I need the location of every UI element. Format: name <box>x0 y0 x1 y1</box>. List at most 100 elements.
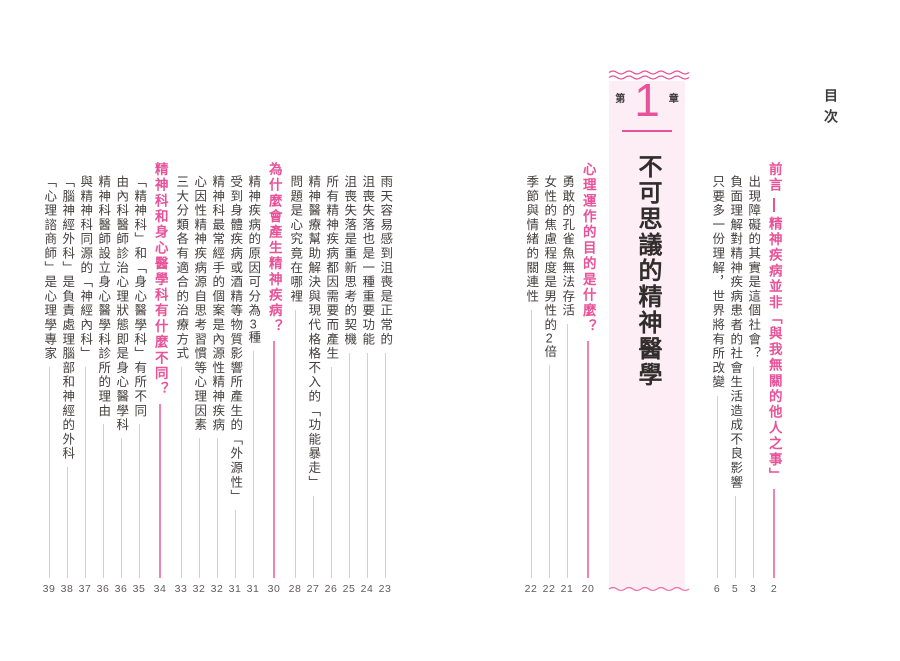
toc-group-chapter1-opening: 心理運作的目的是什麼？ 20 勇敢的孔雀魚無法存活 21 女性的焦慮程度是男性的2倍 22… <box>522 162 600 595</box>
toc-entry: 沮喪失落是重新思考的契機 25 <box>340 162 358 595</box>
leader-line <box>566 324 568 578</box>
leader-line <box>773 489 775 578</box>
chapter-1-box: 第 1 章 不可思議的精神醫學 <box>608 70 690 592</box>
page-number: 24 <box>360 583 374 595</box>
upright-digit: 2 <box>545 332 553 345</box>
toc-entry: 精神科最常經手的個案是內源性精神疾病 32 <box>208 162 226 595</box>
wavy-border-top-icon <box>608 70 690 80</box>
toc-entry-text: 精神醫療幫助解決與現代格格不入的「功能暴走」 <box>306 175 321 490</box>
leader-line <box>159 403 161 578</box>
leader-line <box>587 340 589 578</box>
page-number: 28 <box>288 583 302 595</box>
leader-line <box>348 352 350 578</box>
leader-line <box>84 366 86 578</box>
toc-entry-text: 心因性精神疾病源自思考習慣等心理因素 <box>192 175 207 433</box>
page-number: 25 <box>342 583 356 595</box>
chapter-number-row: 第 1 章 <box>609 73 685 126</box>
toc-entry-text: 沮喪失落也是一種重要功能 <box>360 175 375 347</box>
toc-entry-text: 受到身體疾病或酒精等物質影響所產生的「外源性」 <box>228 175 243 504</box>
page-number: 23 <box>378 583 392 595</box>
toc-entry: 負面理解對精神疾病患者的社會生活造成不良影響 5 <box>726 162 744 595</box>
toc-entry-text: 精神科醫師設立身心醫學科診所的理由 <box>96 175 111 419</box>
toc-entry: 「腦神經外科」是負責處理腦部和神經的外科 38 <box>58 162 76 595</box>
toc-entry: 與精神科同源的「神經內科」 37 <box>76 162 94 595</box>
leader-line <box>530 309 532 578</box>
toc-entry: 勇敢的孔雀魚無法存活 21 <box>558 162 576 595</box>
chapter-title-wrap: 不可思議的精神醫學 <box>609 154 685 388</box>
toc-entry: 所有精神疾病都因需要而產生 26 <box>322 162 340 595</box>
page-number: 20 <box>581 583 595 595</box>
leader-line <box>330 366 332 578</box>
page-number: 31 <box>246 583 260 595</box>
leader-line <box>198 438 200 578</box>
chapter-prefix: 第 <box>615 94 626 105</box>
toc-entry: 沮喪失落也是一種重要功能 24 <box>358 162 376 595</box>
leader-line <box>752 366 754 578</box>
toc-entry-text: 「精神科」和「身心醫學科」有所不同 <box>132 175 147 419</box>
leader-line <box>138 424 140 578</box>
page-number: 38 <box>60 583 74 595</box>
leader-line <box>548 365 550 578</box>
leader-line <box>120 438 122 578</box>
toc-entry-text: 只要多一份理解，世界將有所改變 <box>710 175 725 390</box>
page-number: 22 <box>524 583 538 595</box>
toc-entry-text: 精神疾病的原因可分為3種 <box>246 175 261 345</box>
toc-entry-text: 「腦神經外科」是負責處理腦部和神經的外科 <box>60 175 75 461</box>
toc-entry-text: 雨天容易感到沮喪是正常的 <box>378 175 393 347</box>
toc-entry-text: 女性的焦慮程度是男性的2倍 <box>542 175 557 360</box>
toc-entry-text: 負面理解對精神疾病患者的社會生活造成不良影響 <box>728 175 743 490</box>
page-number: 33 <box>174 583 188 595</box>
toc-entry: 季節與情緒的關連性 22 <box>522 162 540 595</box>
chapter-number: 1 <box>634 73 660 126</box>
toc-entry: 「心理諮商師」是心理學專家 39 <box>40 162 58 595</box>
page-number: 6 <box>713 583 721 595</box>
toc-entry-text: 前言精神疾病並非「與我無關的他人之事」 <box>766 162 782 484</box>
leader-line <box>734 495 736 578</box>
chapter-suffix: 章 <box>668 94 679 105</box>
page-number: 31 <box>228 583 242 595</box>
wavy-border-bottom-icon <box>608 586 690 592</box>
page-number: 5 <box>731 583 739 595</box>
toc-entry-text: 心理運作的目的是什麼？ <box>580 162 596 335</box>
toc-entry: 女性的焦慮程度是男性的2倍 22 <box>540 162 558 595</box>
leader-line <box>384 352 386 578</box>
leader-line <box>216 438 218 578</box>
toc-entry-text: 所有精神疾病都因需要而產生 <box>324 175 339 361</box>
toc-entry-text: 三大分類各有適合的治療方式 <box>174 175 189 361</box>
toc-entry-text: 精神科最常經手的個案是內源性精神疾病 <box>210 175 225 433</box>
chapter-title: 不可思議的精神醫學 <box>634 154 661 388</box>
toc-entry: 精神疾病的原因可分為3種 31 <box>244 162 262 595</box>
toc-entry-text: 問題是心究竟在哪裡 <box>288 175 303 304</box>
leader-line <box>48 366 50 578</box>
page-number: 27 <box>306 583 320 595</box>
toc-entry-text: 沮喪失落是重新思考的契機 <box>342 175 357 347</box>
toc-entry: 精神科醫師設立身心醫學科診所的理由 36 <box>94 162 112 595</box>
page-number: 21 <box>560 583 574 595</box>
toc-entry-text: 由內科醫師診治心理狀態即是身心醫學科 <box>114 175 129 433</box>
page-number: 22 <box>542 583 556 595</box>
toc-entry-text: 精神科和身心醫學科有什麼不同？ <box>152 162 168 398</box>
leader-line <box>252 350 254 578</box>
page-number: 32 <box>210 583 224 595</box>
toc-entry: 只要多一份理解，世界將有所改變 6 <box>708 162 726 595</box>
toc-entry: 由內科醫師診治心理狀態即是身心醫學科 36 <box>112 162 130 595</box>
page-number: 3 <box>749 583 757 595</box>
toc-entry: 出現障礙的其實是這個社會？ 3 <box>744 162 762 595</box>
toc-entry: 問題是心究竟在哪裡 28 <box>286 162 304 595</box>
page-number: 2 <box>770 583 778 595</box>
toc-heading-entry: 前言精神疾病並非「與我無關的他人之事」 2 <box>762 162 786 595</box>
toc-group-front-matter: 前言精神疾病並非「與我無關的他人之事」 2 出現障礙的其實是這個社會？ 3 負面理解對精… <box>708 162 786 595</box>
page-number: 39 <box>42 583 56 595</box>
toc-entry: 「精神科」和「身心醫學科」有所不同 35 <box>130 162 148 595</box>
toc-heading-entry: 心理運作的目的是什麼？ 20 <box>576 162 600 595</box>
page-number: 30 <box>267 583 281 595</box>
chapter-box-fill <box>609 81 685 589</box>
page-number: 35 <box>132 583 146 595</box>
page-number: 37 <box>78 583 92 595</box>
toc-entry-text: 為什麼會產生精神疾病？ <box>266 162 282 335</box>
toc-entry-text: 勇敢的孔雀魚無法存活 <box>560 175 575 318</box>
toc-heading-entry: 為什麼會產生精神疾病？ 30 <box>262 162 286 595</box>
toc-entry-text: 季節與情緒的關連性 <box>524 175 539 304</box>
toc-entry-text: 與精神科同源的「神經內科」 <box>78 175 93 361</box>
